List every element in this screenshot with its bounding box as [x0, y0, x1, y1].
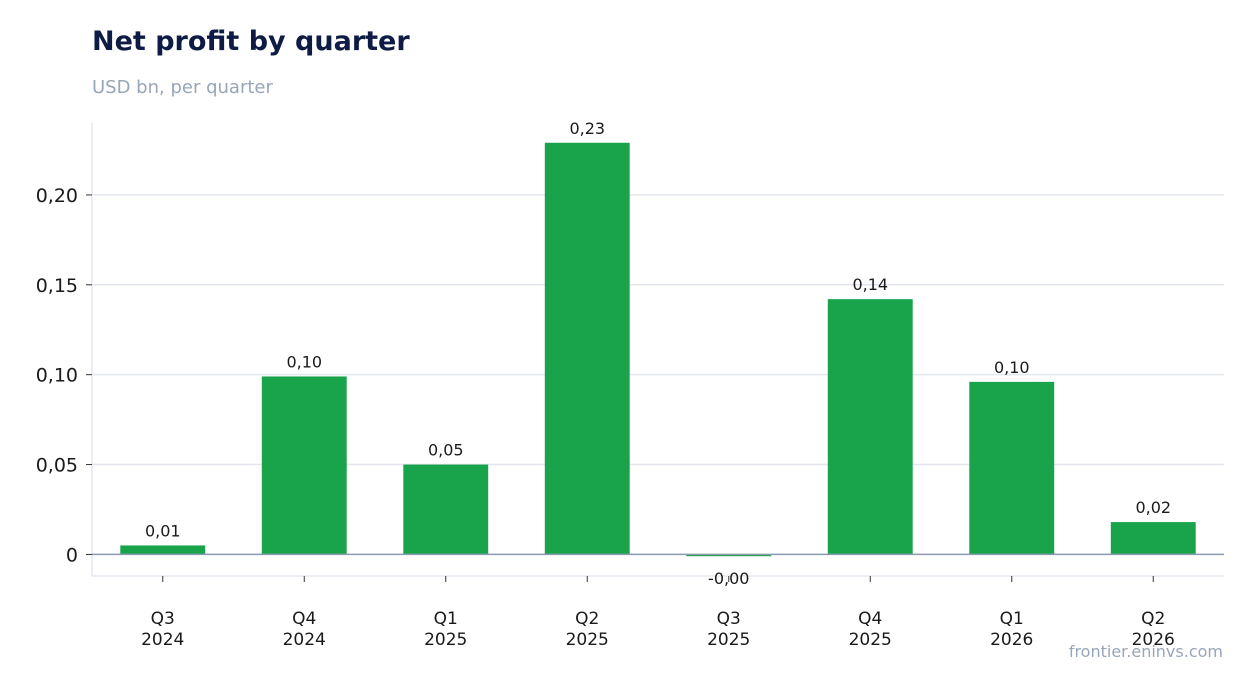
chart-title: Net profit by quarter — [92, 26, 410, 57]
y-tick-label: 0,15 — [36, 275, 78, 297]
x-tick-label: 2024 — [141, 630, 184, 650]
bar — [1110, 522, 1196, 555]
x-tick-label: Q1 — [1000, 609, 1024, 629]
x-tick-label: 2026 — [990, 630, 1033, 650]
x-tick-label: Q4 — [292, 609, 316, 629]
x-tick-label: 2026 — [1132, 630, 1175, 650]
x-tick-label: Q4 — [858, 609, 882, 629]
bar — [827, 299, 913, 555]
chart-subtitle: USD bn, per quarter — [92, 77, 273, 98]
x-tick-label: Q3 — [717, 609, 741, 629]
bar — [686, 554, 772, 557]
x-tick-label: Q3 — [151, 609, 175, 629]
bar — [261, 376, 347, 555]
data-label: 0,23 — [569, 119, 605, 138]
x-tick-label: Q2 — [575, 609, 599, 629]
y-tick-label: 0,20 — [36, 185, 78, 207]
y-tick-label: 0 — [66, 544, 78, 566]
y-tick-label: 0,05 — [36, 455, 78, 477]
data-label: 0,10 — [286, 352, 322, 371]
x-tick-label: Q1 — [434, 609, 458, 629]
bar — [544, 142, 630, 555]
x-tick-label: 2025 — [849, 630, 892, 650]
source-credit: frontier.eninvs.com — [1068, 642, 1223, 661]
x-tick-label: Q2 — [1141, 609, 1165, 629]
bar — [969, 381, 1055, 555]
x-tick-label: 2024 — [283, 630, 326, 650]
y-tick-label: 0,10 — [36, 365, 78, 387]
data-label: 0,02 — [1135, 498, 1171, 517]
bar — [120, 545, 206, 555]
x-tick-label: 2025 — [424, 630, 467, 650]
data-label: 0,01 — [145, 521, 181, 540]
data-label: 0,10 — [994, 358, 1030, 377]
x-tick-label: 2025 — [707, 630, 750, 650]
data-label: 0,05 — [428, 441, 464, 460]
x-tick-label: 2025 — [566, 630, 609, 650]
data-label: 0,14 — [852, 275, 888, 294]
bar — [403, 464, 489, 555]
